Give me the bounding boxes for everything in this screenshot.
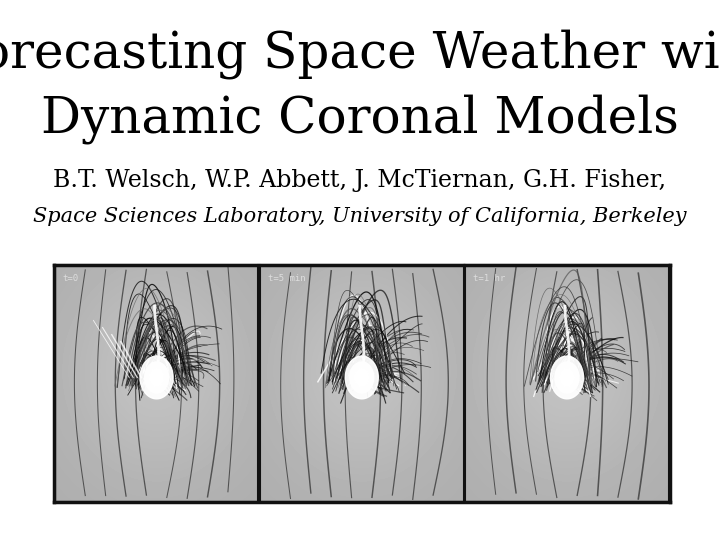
- Polygon shape: [555, 362, 579, 393]
- Polygon shape: [559, 368, 575, 387]
- Polygon shape: [149, 368, 164, 387]
- Polygon shape: [145, 362, 168, 393]
- Polygon shape: [563, 373, 571, 382]
- Text: t=1 hr: t=1 hr: [473, 274, 505, 283]
- Polygon shape: [358, 373, 366, 382]
- Polygon shape: [140, 356, 173, 399]
- Polygon shape: [354, 368, 369, 387]
- Polygon shape: [350, 362, 374, 393]
- Polygon shape: [346, 356, 378, 399]
- Text: Dynamic Coronal Models: Dynamic Coronal Models: [41, 94, 679, 144]
- Text: t=5 min: t=5 min: [268, 274, 306, 283]
- Text: B.T. Welsch, W.P. Abbett, J. McTiernan, G.H. Fisher,: B.T. Welsch, W.P. Abbett, J. McTiernan, …: [53, 170, 667, 192]
- Text: t=0: t=0: [63, 274, 79, 283]
- Text: Forecasting Space Weather with: Forecasting Space Weather with: [0, 29, 720, 79]
- Text: Space Sciences Laboratory, University of California, Berkeley: Space Sciences Laboratory, University of…: [33, 206, 687, 226]
- Polygon shape: [153, 373, 161, 382]
- Polygon shape: [551, 356, 583, 399]
